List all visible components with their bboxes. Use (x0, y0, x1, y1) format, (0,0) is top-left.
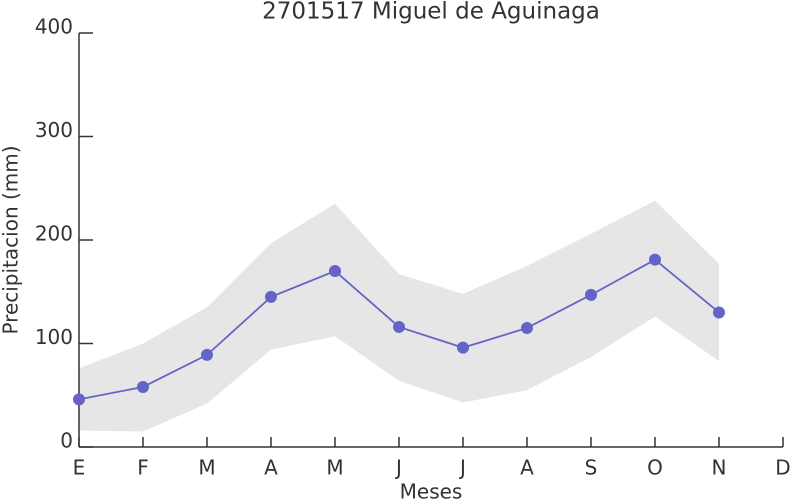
data-point (201, 348, 213, 361)
y-tick-label: 200 (35, 222, 73, 246)
y-tick-label: 100 (35, 325, 73, 349)
x-tick-label: J (394, 456, 402, 480)
x-tick-label: O (647, 456, 663, 480)
x-tick-label: M (326, 456, 343, 480)
x-tick-label: A (520, 456, 534, 480)
chart-title: 2701517 Miguel de Aguinaga (262, 0, 600, 25)
x-tick-label: A (264, 456, 278, 480)
x-axis-label: Meses (400, 480, 463, 503)
x-tick-label: N (712, 456, 727, 480)
y-tick-label: 300 (35, 118, 73, 142)
data-point (585, 288, 597, 301)
x-tick-label: F (137, 456, 149, 480)
x-tick-label: D (775, 456, 790, 480)
x-tick-label: M (198, 456, 215, 480)
data-point (73, 393, 85, 406)
data-point (265, 290, 277, 303)
data-point (521, 321, 533, 334)
range-band (79, 200, 719, 432)
y-axis-label: Precipitacion (mm) (0, 145, 23, 334)
x-tick-label: E (73, 456, 86, 480)
data-point (713, 306, 725, 319)
y-tick-label: 0 (60, 429, 73, 453)
data-point (393, 320, 405, 333)
data-point (649, 253, 661, 266)
data-point (329, 265, 341, 278)
data-point (457, 341, 469, 354)
x-tick-label: J (458, 456, 466, 480)
y-tick-label: 400 (35, 15, 73, 39)
x-tick-label: S (585, 456, 598, 480)
data-point (137, 380, 149, 393)
